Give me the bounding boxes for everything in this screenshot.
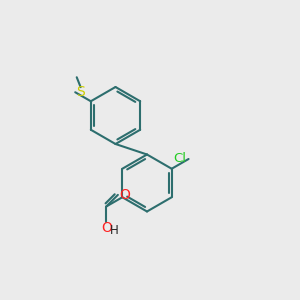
Text: Cl: Cl bbox=[174, 152, 187, 165]
Text: H: H bbox=[110, 224, 119, 237]
Text: O: O bbox=[101, 221, 112, 235]
Text: O: O bbox=[119, 188, 130, 202]
Text: S: S bbox=[76, 85, 85, 99]
